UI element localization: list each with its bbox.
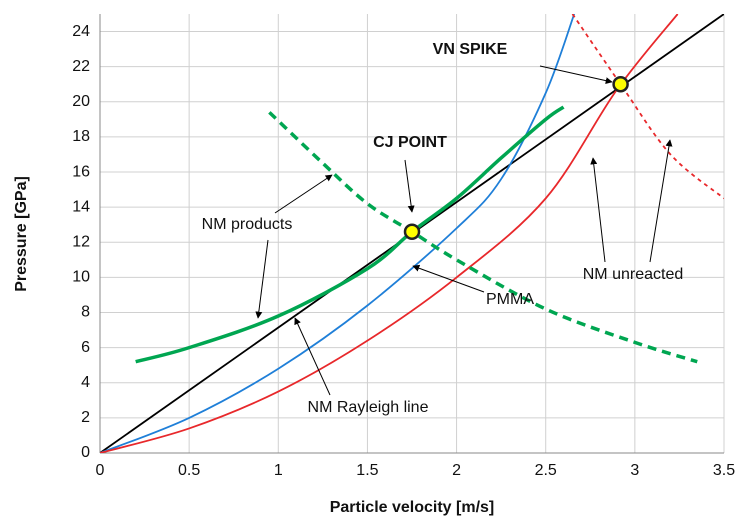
- x-tick-label: 1.5: [356, 462, 378, 479]
- annotation-arrow: [294, 317, 331, 396]
- annotation-arrow: [649, 139, 673, 263]
- y-tick-label: 16: [72, 163, 90, 180]
- x-tick-label: 3.5: [713, 462, 735, 479]
- x-tick-label: 1: [274, 462, 283, 479]
- y-tick-label: 20: [72, 93, 90, 110]
- x-tick-label: 0.5: [178, 462, 200, 479]
- annotation-arrow: [539, 65, 613, 85]
- annotation: CJ POINT: [373, 134, 447, 151]
- x-axis-title: Particle velocity [m/s]: [330, 499, 495, 516]
- y-tick-label: 24: [72, 23, 90, 40]
- y-axis-title: Pressure [GPa]: [13, 176, 30, 292]
- series-line: [100, 14, 576, 453]
- y-tick-label: 22: [72, 58, 90, 75]
- annotation-arrow: [274, 174, 333, 214]
- y-tick-label: 4: [81, 374, 90, 391]
- y-tick-label: 6: [81, 339, 90, 356]
- x-tick-label: 3: [630, 462, 639, 479]
- x-tick-label: 2: [452, 462, 461, 479]
- annotation-arrow: [404, 159, 415, 213]
- series-line: [268, 111, 698, 364]
- y-tick-label: 12: [72, 233, 90, 250]
- y-tick-label: 10: [72, 269, 90, 286]
- annotation: NM products: [202, 216, 293, 233]
- annotation: NM Rayleigh line: [308, 399, 429, 416]
- series-line: [100, 14, 679, 453]
- annotation: VN SPIKE: [433, 41, 508, 58]
- key-point: [403, 223, 421, 240]
- annotation-arrow: [590, 157, 606, 263]
- key-point: [612, 75, 629, 93]
- annotation-arrow: [412, 264, 485, 293]
- y-tick-label: 0: [81, 444, 90, 461]
- series-line: [135, 105, 565, 364]
- x-tick-label: 0: [96, 462, 105, 479]
- y-tick-label: 2: [81, 409, 90, 426]
- y-tick-label: 14: [72, 198, 90, 215]
- annotation: NM unreacted: [583, 266, 684, 283]
- series-line: [571, 14, 724, 200]
- annotation-arrow: [255, 239, 269, 319]
- y-tick-label: 18: [72, 128, 90, 145]
- x-tick-label: 2.5: [535, 462, 557, 479]
- y-tick-label: 8: [81, 304, 90, 321]
- annotation: PMMA: [486, 291, 534, 308]
